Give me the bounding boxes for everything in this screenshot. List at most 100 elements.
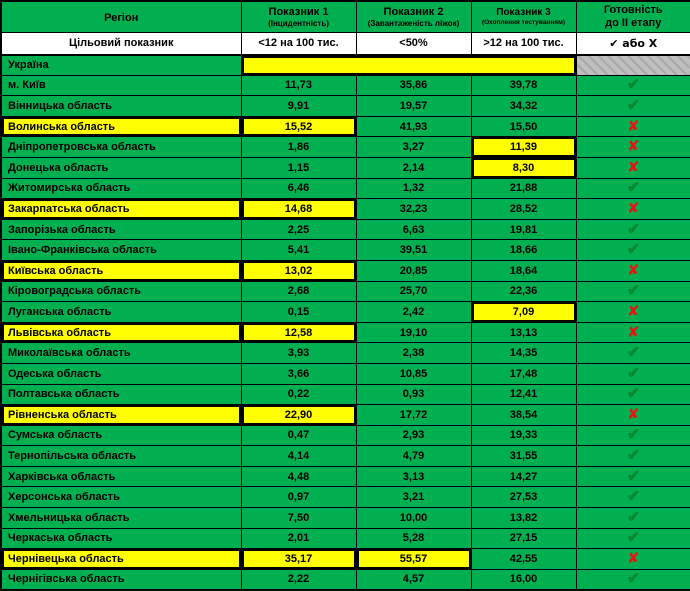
status-cell: ✘ [575, 548, 690, 570]
indicator1-value-cell: 7,50 [240, 507, 357, 529]
indicator1-title: Показник 1 [268, 6, 329, 18]
indicator3-value-cell: 27,53 [470, 486, 577, 509]
indicator1-value-cell: 0,97 [240, 486, 357, 509]
region-name-cell: Закарпатська область [0, 198, 242, 220]
indicator1-value-cell: 5,41 [240, 239, 357, 261]
indicator3-value-cell: 19,33 [470, 424, 577, 447]
region-row: Одеська область 3,66 10,85 17,48 ✔ [0, 362, 690, 385]
region-row: Закарпатська область 14,68 32,23 28,52 ✘ [0, 198, 690, 220]
status-cell: ✘ [575, 115, 690, 138]
indicator2-value-cell: 0,93 [355, 383, 472, 406]
indicator3-value-cell: 11,39 [470, 136, 577, 158]
indicator1-column-header: Показник 1 (Інцидентність) [240, 0, 357, 33]
indicator3-value-cell: 14,35 [470, 342, 577, 364]
region-row: Дніпропетровська область 1,86 3,27 11,39… [0, 136, 690, 158]
indicator1-value-cell: 22,90 [240, 404, 357, 426]
check-icon: ✔ [626, 384, 640, 403]
indicator2-value-cell: 10,85 [355, 362, 472, 385]
indicator1-subtitle: (Інцидентність) [268, 19, 329, 28]
status-cell: ✔ [575, 445, 690, 467]
indicator3-value-cell: 12,41 [470, 383, 577, 406]
indicator2-value-cell: 2,42 [355, 301, 472, 323]
region-name-cell: Черкаська область [0, 527, 242, 550]
region-row: Харківська область 4,48 3,13 14,27 ✔ [0, 465, 690, 488]
indicator2-value-cell: 41,93 [355, 115, 472, 138]
check-icon: ✔ [626, 528, 640, 547]
indicator2-value-cell: 5,28 [355, 527, 472, 550]
region-name-cell: Волинська область [0, 115, 242, 138]
region-row: Полтавська область 0,22 0,93 12,41 ✔ [0, 383, 690, 406]
indicator1-value-cell: 13,02 [240, 259, 357, 282]
region-name-cell: Кіровоградська область [0, 280, 242, 303]
indicator1-value-cell: 2,22 [240, 568, 357, 591]
region-row: Рівненська область 22,90 17,72 38,54 ✘ [0, 404, 690, 426]
check-icon: ✔ [626, 75, 640, 94]
check-icon: ✔ [626, 178, 640, 197]
region-name-cell: Житомирська область [0, 177, 242, 200]
target-indicator2-value: <50% [355, 32, 472, 56]
indicator2-column-header: Показник 2 (Завантаженість ліжок) [355, 0, 472, 33]
region-row: Івано-Франківська область 5,41 39,51 18,… [0, 239, 690, 261]
region-name-cell: Львівська область [0, 321, 242, 344]
indicator3-value-cell: 34,32 [470, 95, 577, 117]
region-name-cell: Рівненська область [0, 404, 242, 426]
region-row: Житомирська область 6,46 1,32 21,88 ✔ [0, 177, 690, 200]
indicator1-value-cell: 0,15 [240, 301, 357, 323]
status-cell: ✔ [575, 239, 690, 261]
indicator1-value-cell: 4,14 [240, 445, 357, 467]
region-row: Тернопільська область 4,14 4,79 31,55 ✔ [0, 445, 690, 467]
indicator3-value-cell: 22,36 [470, 280, 577, 303]
cross-icon: ✘ [626, 157, 640, 176]
readiness-title-line2: до ІІ етапу [605, 17, 662, 29]
indicator3-value-cell: 7,09 [470, 301, 577, 323]
indicator3-value-cell: 13,13 [470, 321, 577, 344]
status-cell: ✘ [575, 404, 690, 426]
indicator3-value-cell: 8,30 [470, 156, 577, 179]
indicator1-value-cell: 3,66 [240, 362, 357, 385]
target-indicator3-value: >12 на 100 тис. [470, 32, 577, 56]
check-icon: ✔ [626, 219, 640, 238]
region-row: Луганська область 0,15 2,42 7,09 ✘ [0, 301, 690, 323]
indicator3-value-cell: 38,54 [470, 404, 577, 426]
indicator3-value-cell: 16,00 [470, 568, 577, 591]
region-row: Хмельницька область 7,50 10,00 13,82 ✔ [0, 507, 690, 529]
indicator1-value-cell: 3,93 [240, 342, 357, 364]
readiness-title-line1: Готовність [603, 4, 663, 16]
check-icon: ✔ [626, 363, 640, 382]
status-cell: ✘ [575, 321, 690, 344]
indicator3-value-cell: 17,48 [470, 362, 577, 385]
region-row: Запорізька область 2,25 6,63 19,81 ✔ [0, 218, 690, 241]
region-row: Київська область 13,02 20,85 18,64 ✘ [0, 259, 690, 282]
region-row: м. Київ 11,73 35,86 39,78 ✔ [0, 74, 690, 97]
indicator1-value-cell: 0,22 [240, 383, 357, 406]
region-name-cell: Хмельницька область [0, 507, 242, 529]
indicator3-value-cell: 21,88 [470, 177, 577, 200]
indicator1-value-cell: 35,17 [240, 548, 357, 570]
region-name-cell: Херсонська область [0, 486, 242, 509]
indicator2-value-cell: 10,00 [355, 507, 472, 529]
indicator1-value-cell: 2,01 [240, 527, 357, 550]
region-name-cell: Київська область [0, 259, 242, 282]
target-indicator1-value: <12 на 100 тис. [240, 32, 357, 56]
region-row: Херсонська область 0,97 3,21 27,53 ✔ [0, 486, 690, 509]
region-name-cell: Сумська область [0, 424, 242, 447]
indicator3-value-cell: 27,15 [470, 527, 577, 550]
indicator3-value-cell: 39,78 [470, 74, 577, 97]
cross-icon: ✘ [626, 301, 640, 320]
region-name-cell: Чернігівська область [0, 568, 242, 591]
indicator1-value-cell: 6,46 [240, 177, 357, 200]
status-cell: ✘ [575, 198, 690, 220]
indicator2-title: Показник 2 [383, 6, 444, 18]
indicator1-value-cell: 1,15 [240, 156, 357, 179]
region-row: Сумська область 0,47 2,93 19,33 ✔ [0, 424, 690, 447]
status-cell: ✔ [575, 280, 690, 303]
indicator1-value-cell: 0,47 [240, 424, 357, 447]
status-cell: ✔ [575, 507, 690, 529]
status-cell: ✔ [575, 486, 690, 509]
indicator2-value-cell: 2,14 [355, 156, 472, 179]
indicator2-value-cell: 25,70 [355, 280, 472, 303]
check-icon: ✔ [626, 281, 640, 300]
target-row-label: Цільовий показник [0, 32, 242, 56]
indicator2-subtitle: (Завантаженість ліжок) [367, 19, 460, 28]
